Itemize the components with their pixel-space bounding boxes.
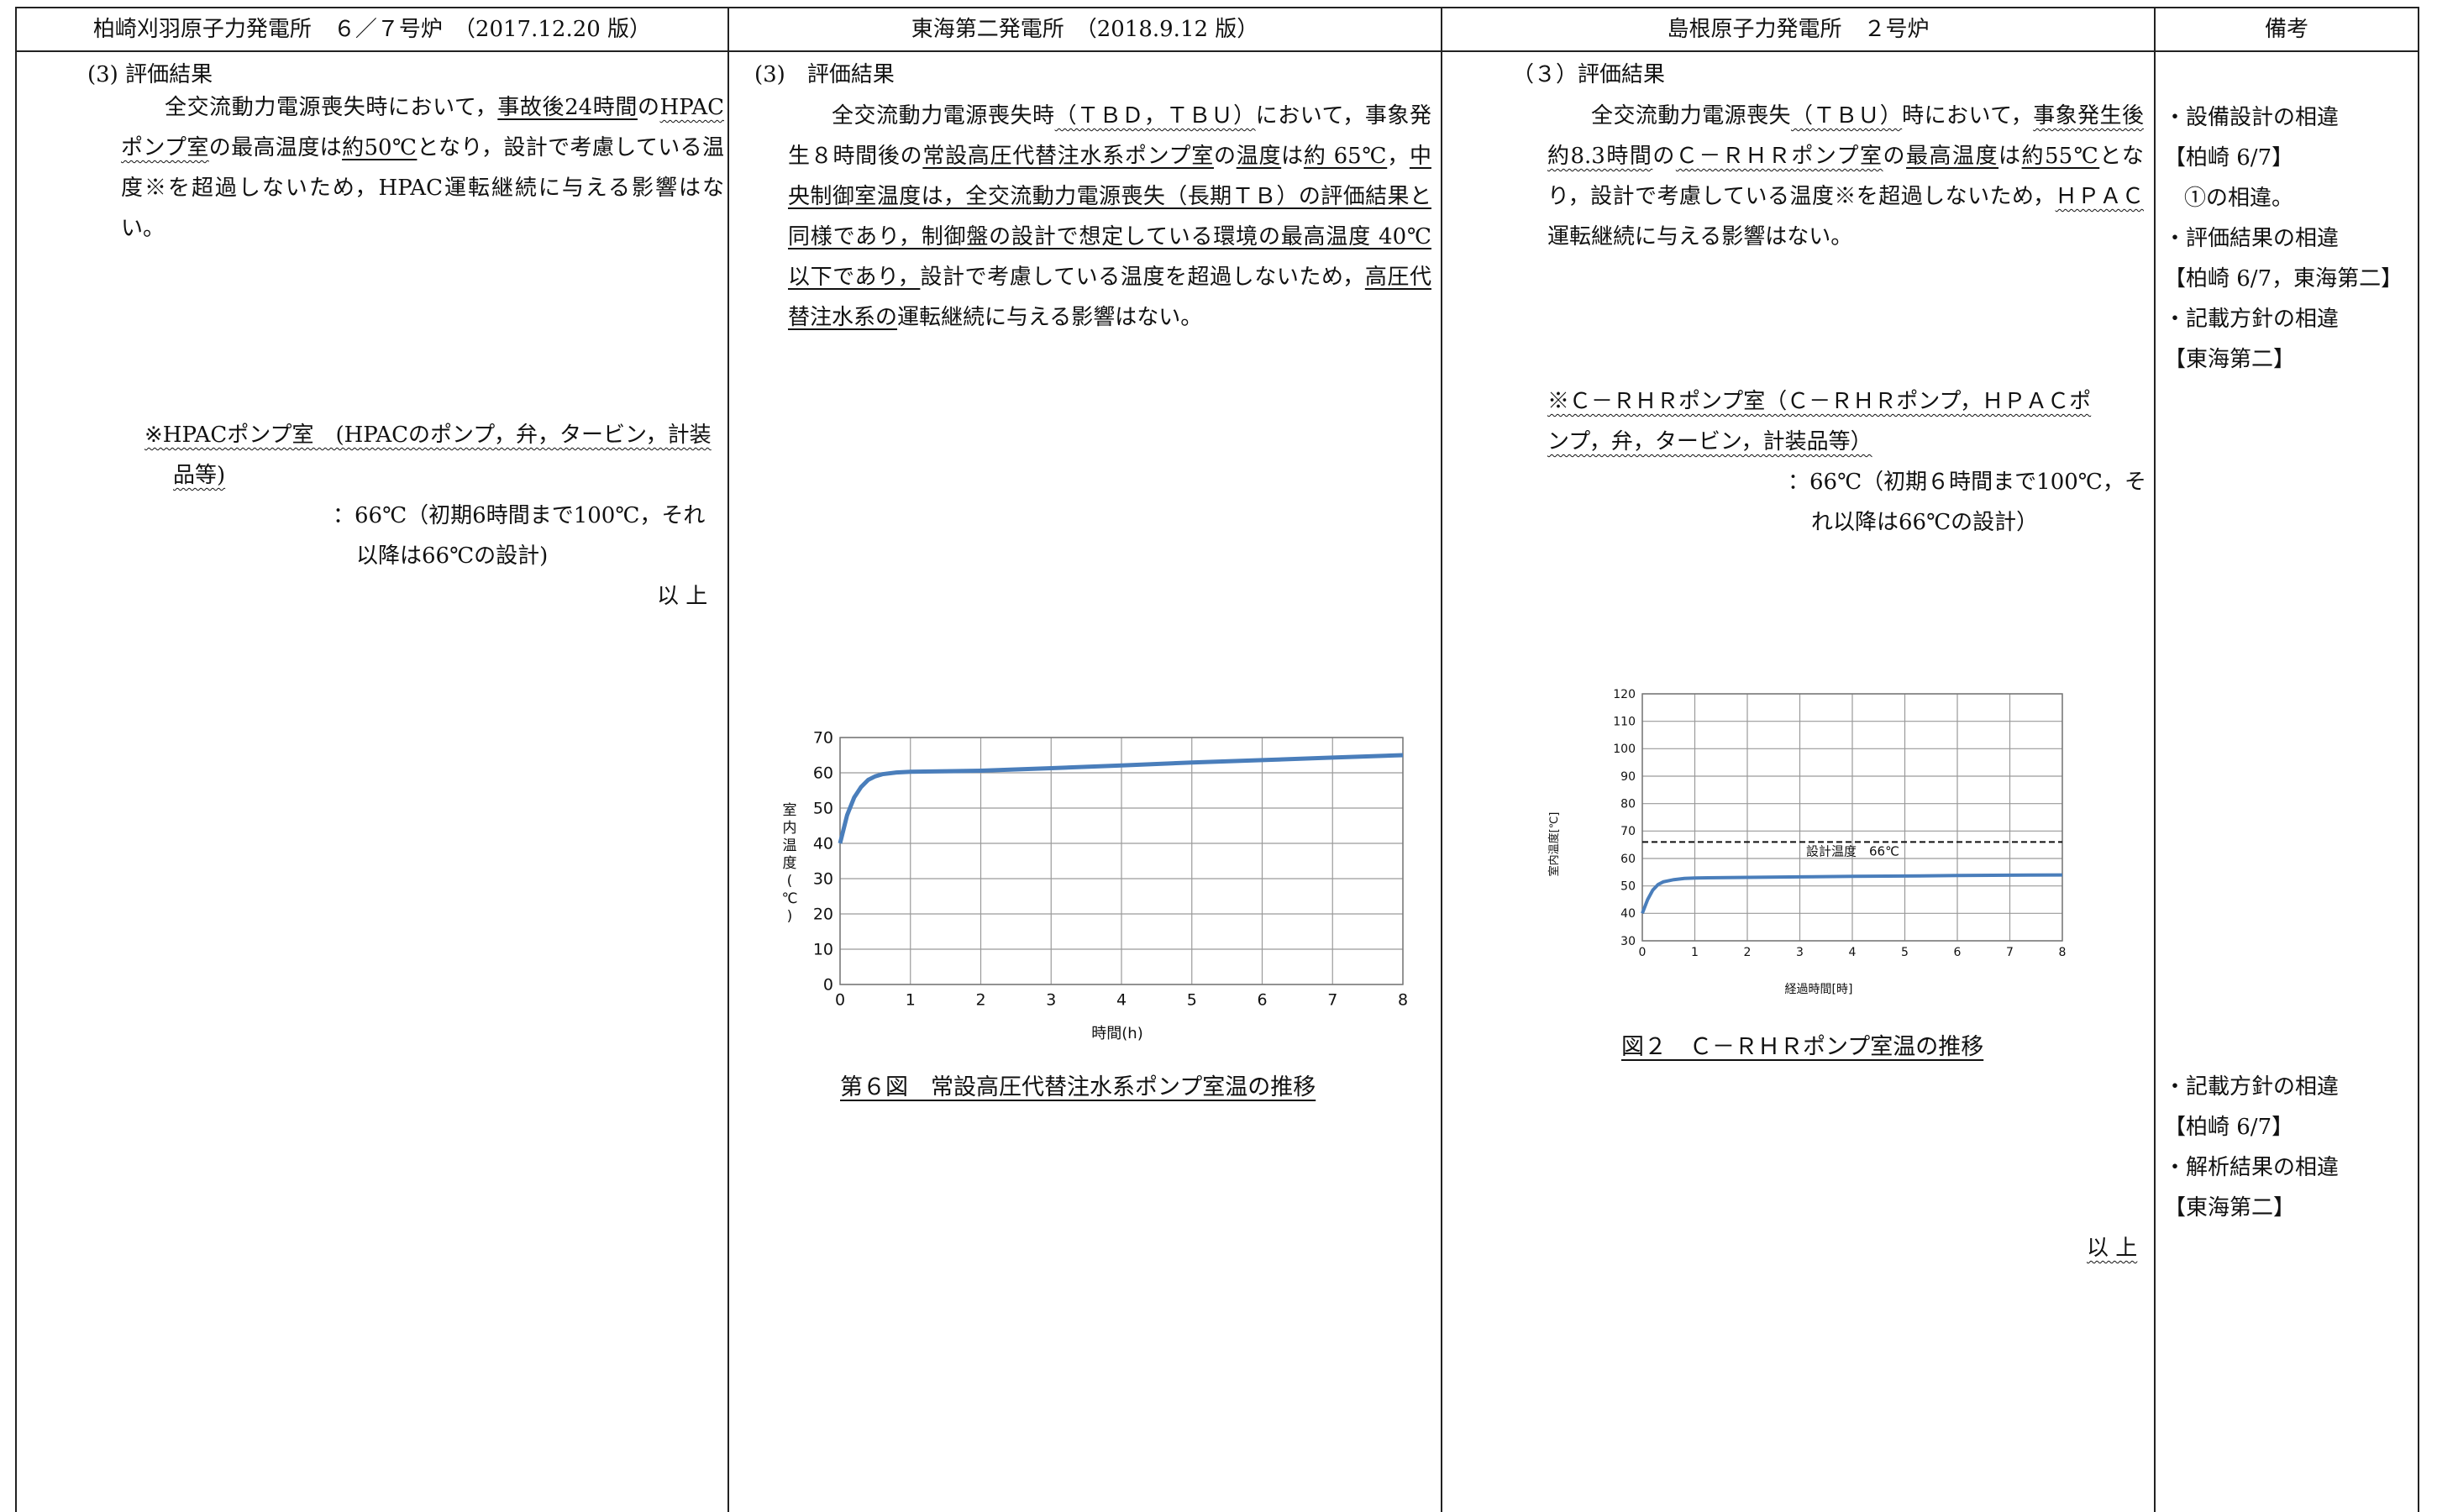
y-tick-label: 60 — [813, 764, 833, 783]
y-axis-label: 室内温度[℃] — [1547, 812, 1561, 877]
column-divider — [2154, 8, 2156, 1512]
x-tick-label: 5 — [1901, 946, 1909, 959]
chart-pump-room-temp: 0 10 20 30 40 50 60 70 0 1 2 3 4 5 6 7 8 時間(h) 室内温度(℃) — [781, 729, 1408, 1042]
y-tick-label: 30 — [813, 870, 833, 889]
header-kashiwazaki: 柏崎刈羽原子力発電所 ６／７号炉 （2017.12.20 版） — [92, 17, 652, 42]
y-tick-label: 20 — [813, 906, 833, 924]
section-heading: （３）評価結果 — [1512, 62, 1666, 87]
remark-item: 【東海第二】 — [2164, 1195, 2296, 1221]
y-axis-label: 室内温度(℃) — [781, 802, 797, 925]
column-divider — [1441, 8, 1442, 1512]
x-tick-label: 2 — [1744, 946, 1752, 959]
x-axis-label: 時間(h) — [1091, 1025, 1142, 1042]
y-tick-label: 70 — [1620, 825, 1636, 838]
note-line: ※HPACポンプ室 (HPACのポンプ，弁，タービン，計装 — [144, 423, 712, 448]
x-axis-label: 経過時間[時] — [1785, 983, 1853, 996]
header-tokai: 東海第二発電所 （2018.9.12 版） — [911, 17, 1259, 42]
y-tick-label: 40 — [1620, 907, 1636, 921]
plot-area — [1641, 693, 2063, 942]
note-value: ：66℃（初期6時間まで100℃，それ — [333, 503, 706, 528]
x-tick-label: 1 — [1691, 946, 1699, 959]
note-value: れ以降は66℃の設計） — [1811, 510, 2039, 535]
x-tick-label: 3 — [1796, 946, 1804, 959]
x-tick-label: 1 — [906, 991, 916, 1010]
remark-item: ・評価結果の相違 — [2164, 226, 2340, 251]
y-tick-label: 90 — [1620, 770, 1636, 784]
figure-caption: 図２ Ｃ－ＲＨＲポンプ室温の推移 — [1621, 1034, 1984, 1060]
x-tick-label: 0 — [835, 991, 845, 1010]
note-value: ：66℃（初期６時間まで100℃，そ — [1788, 470, 2146, 495]
note-line: ンプ，弁，タービン，計装品等） — [1547, 429, 1872, 454]
y-tick-label: 50 — [1620, 880, 1636, 894]
remark-item: ・記載方針の相違 — [2164, 307, 2340, 332]
remark-item: 【柏崎 6/7】 — [2164, 145, 2294, 171]
x-tick-label: 7 — [2006, 946, 2014, 959]
y-tick-label: 40 — [813, 835, 833, 853]
y-tick-label: 120 — [1613, 688, 1636, 701]
x-tick-label: 5 — [1187, 991, 1197, 1010]
header-shimane: 島根原子力発電所 ２号炉 — [1667, 17, 1930, 42]
y-tick-label: 60 — [1620, 853, 1636, 866]
remark-item: ・解析結果の相違 — [2164, 1155, 2340, 1180]
series-line — [1641, 873, 2063, 915]
evaluation-text: 全交流動力電源喪失時（ＴＢＤ，ＴＢＵ）において，事象発生８時間後の常設高圧代替注… — [788, 103, 1431, 330]
x-tick-label: 4 — [1116, 991, 1127, 1010]
x-tick-label: 4 — [1849, 946, 1857, 959]
y-tick-label: 110 — [1613, 716, 1636, 729]
note-value: 以降は66℃の設計) — [356, 543, 549, 569]
x-tick-label: 8 — [1398, 991, 1408, 1010]
x-tick-label: 3 — [1046, 991, 1056, 1010]
comparison-table: 柏崎刈羽原子力発電所 ６／７号炉 （2017.12.20 版） 東海第二発電所 … — [15, 7, 2419, 1512]
note-line: 品等) — [173, 463, 226, 488]
x-tick-label: 0 — [1639, 946, 1647, 959]
evaluation-text: 全交流動力電源喪失時において，事故後24時間のHPACポンプ室の最高温度は約50… — [121, 95, 725, 241]
remark-item: 【東海第二】 — [2164, 347, 2296, 372]
end-mark: 以 上 — [2087, 1236, 2138, 1261]
figure-caption: 第６図 常設高圧代替注水系ポンプ室温の推移 — [840, 1074, 1316, 1100]
remark-group: ・記載方針の相違 【柏崎 6/7】 ・解析結果の相違 【東海第二】 — [2164, 1067, 2339, 1228]
section-heading: (3) 評価結果 — [87, 62, 213, 87]
note-line: ※Ｃ－ＲＨＲポンプ室（Ｃ－ＲＨＲポンプ，ＨＰＡＣポ — [1547, 389, 2092, 414]
x-tick-label: 6 — [1257, 991, 1267, 1010]
end-mark: 以 上 — [657, 584, 708, 609]
x-tick-label: 8 — [2059, 946, 2067, 959]
remark-group: ・設備設計の相違 【柏崎 6/7】 ①の相違。 ・評価結果の相違 【柏崎 6/7… — [2164, 97, 2403, 380]
x-tick-label: 2 — [975, 991, 985, 1010]
remark-item: 【柏崎 6/7】 — [2164, 1115, 2294, 1140]
y-tick-label: 30 — [1620, 935, 1636, 948]
header-divider — [17, 50, 2418, 52]
x-tick-label: 6 — [1954, 946, 1962, 959]
y-tick-label: 70 — [813, 729, 833, 748]
plot-area — [839, 737, 1404, 985]
remark-item: ①の相違。 — [2184, 186, 2294, 211]
header-remarks: 備考 — [2264, 17, 2308, 42]
y-tick-label: 50 — [813, 800, 833, 818]
x-tick-label: 7 — [1327, 991, 1337, 1010]
section-heading: (3) 評価結果 — [754, 62, 895, 87]
evaluation-text: 全交流動力電源喪失（ＴＢＵ）時において，事象発生後約8.3時間のＣ－ＲＨＲポンプ… — [1547, 103, 2144, 249]
column-divider — [727, 8, 729, 1512]
design-temp-label: 設計温度 66℃ — [1806, 843, 1899, 858]
y-tick-label: 0 — [823, 976, 833, 995]
remark-item: ・記載方針の相違 — [2164, 1074, 2340, 1100]
y-tick-label: 80 — [1620, 798, 1636, 811]
remark-item: 【柏崎 6/7，東海第二】 — [2164, 266, 2403, 291]
remark-item: ・設備設計の相違 — [2164, 105, 2340, 130]
series-line — [838, 753, 1404, 844]
chart-crhr-room-temp: 30 40 50 60 70 80 90 100 110 120 0 1 2 3 4 5 6 7 8 設計温度 66… — [1547, 688, 2067, 996]
y-tick-label: 10 — [813, 941, 833, 959]
y-tick-label: 100 — [1613, 743, 1636, 756]
